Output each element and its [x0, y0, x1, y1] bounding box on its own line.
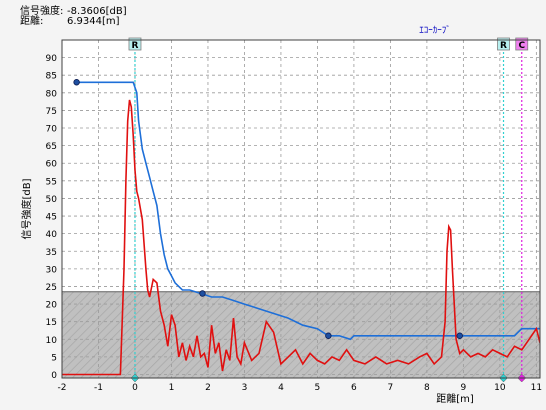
x-tick-label: 2	[205, 383, 211, 393]
y-tick-label: 50	[46, 195, 58, 205]
y-tick-label: 40	[46, 230, 58, 240]
y-tick-label: 85	[46, 72, 57, 82]
x-tick-label: 0	[132, 383, 138, 393]
y-tick-label: 45	[46, 213, 57, 223]
x-tick-label: -2	[58, 383, 67, 393]
signal-strength-value: -8.3606[dB]	[67, 6, 127, 17]
threshold-shaded-region	[62, 291, 540, 378]
cursor-tag-c[interactable]: C	[515, 37, 529, 51]
y-tick-label: 15	[46, 318, 57, 328]
y-tick-label: 10	[46, 336, 58, 346]
y-tick-label: 90	[46, 54, 58, 64]
y-tick-label: 70	[46, 125, 58, 135]
curve-marker-point	[456, 332, 463, 339]
y-tick-label: 25	[46, 283, 57, 293]
y-tick-label: 0	[51, 371, 57, 381]
y-tick-label: 30	[46, 265, 58, 275]
x-tick-label: 9	[461, 383, 467, 393]
plot-frame	[61, 39, 541, 379]
cursor-tag-box	[515, 37, 529, 51]
cursor-tag-box	[497, 37, 510, 51]
cursor-tag-box	[128, 37, 142, 51]
x-tick-label: -1	[94, 383, 103, 393]
y-tick-label: 75	[46, 107, 57, 117]
curve-marker-point	[73, 79, 80, 86]
curve-marker-point	[325, 332, 332, 339]
x-tick-label: 8	[424, 383, 430, 393]
chart-title: ｴｺｰｶｰﾌﾞ	[419, 25, 451, 36]
cursor-tag-label: R	[132, 41, 139, 51]
echo-curve-line	[62, 99, 540, 376]
y-tick-label: 35	[46, 248, 57, 258]
y-tick-label: 55	[46, 177, 57, 187]
x-axis-label: 距離[m]	[436, 392, 474, 405]
x-tick-label: 11	[531, 383, 542, 393]
cursor-tag-label: R	[500, 41, 507, 51]
signal-strength-label: 信号強度:	[20, 6, 64, 17]
y-axis-label: 信号強度[dB]	[20, 178, 33, 239]
x-tick-label: 6	[351, 383, 357, 393]
y-tick-label: 60	[46, 160, 58, 170]
distance-label: 距離:	[20, 16, 44, 27]
y-tick-label: 20	[46, 301, 58, 311]
x-tick-label: 1	[169, 383, 175, 393]
y-tick-label: 80	[46, 89, 58, 99]
y-tick-label: 65	[46, 142, 57, 152]
x-tick-label: 5	[315, 383, 321, 393]
x-tick-label: 10	[494, 383, 506, 393]
x-tick-label: 4	[278, 383, 284, 393]
cursor-tag-r[interactable]: R	[497, 37, 510, 51]
y-tick-label: 5	[51, 353, 57, 363]
distance-value: 6.9344[m]	[67, 16, 120, 27]
curve-marker-point	[199, 290, 206, 297]
x-tick-label: 3	[242, 383, 248, 393]
threshold-curve-line	[76, 81, 540, 341]
cursor-tag-r[interactable]: R	[128, 37, 142, 51]
cursor-tag-label: C	[518, 41, 525, 51]
x-tick-label: 7	[388, 383, 394, 393]
